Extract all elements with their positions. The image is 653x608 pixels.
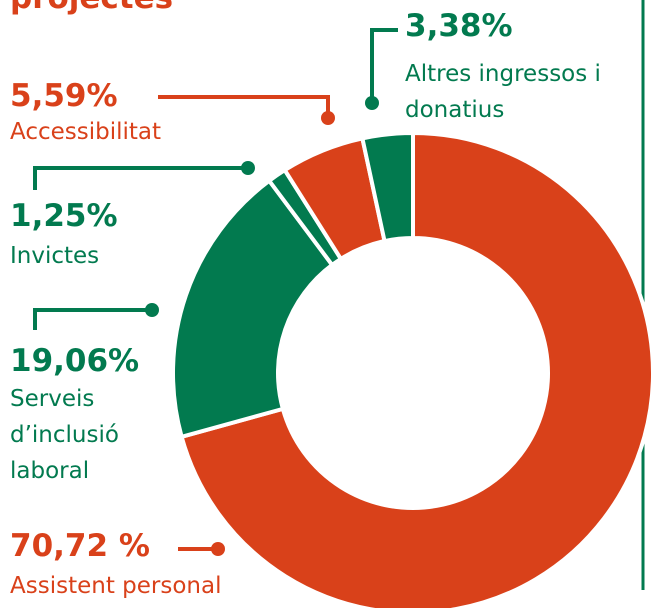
value-label: 5,59% bbox=[10, 78, 118, 114]
leader-dot bbox=[241, 161, 255, 175]
donut-slice bbox=[360, 130, 415, 244]
value-label: 19,06% bbox=[10, 343, 140, 379]
category-label: Altres ingressos i donatius bbox=[405, 61, 601, 123]
value-label: 1,25% bbox=[10, 198, 118, 234]
leader-dot bbox=[365, 96, 379, 110]
donut-slice bbox=[171, 178, 335, 440]
leader-line bbox=[370, 28, 398, 103]
leader-line bbox=[33, 308, 152, 330]
value-label: 3,38% bbox=[405, 8, 513, 44]
category-label: Invictes bbox=[10, 243, 100, 269]
donut-slice bbox=[179, 130, 653, 608]
category-label: Accessibilitat bbox=[10, 119, 162, 145]
leader-dot bbox=[211, 542, 225, 556]
category-label: Assistent personal bbox=[10, 573, 222, 599]
category-label: Serveis d’inclusió laboral bbox=[10, 386, 119, 484]
leader-dot bbox=[321, 111, 335, 125]
leader-dot bbox=[145, 303, 159, 317]
leader-line bbox=[33, 166, 248, 190]
chart-title: projectes bbox=[10, 0, 173, 16]
value-label: 70,72 % bbox=[10, 528, 150, 564]
